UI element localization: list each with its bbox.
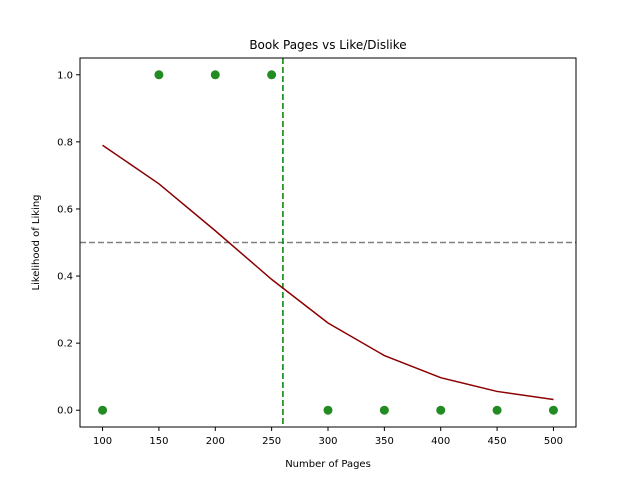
data-point xyxy=(548,405,558,415)
data-point xyxy=(436,405,446,415)
chart-title: Book Pages vs Like/Dislike xyxy=(249,38,406,52)
data-point xyxy=(267,70,277,80)
data-point xyxy=(492,405,502,415)
data-point xyxy=(154,70,164,80)
y-tick-label: 0.4 xyxy=(57,272,73,283)
y-tick-label: 0.6 xyxy=(57,204,73,215)
x-tick-label: 450 xyxy=(488,436,507,447)
x-tick-label: 200 xyxy=(206,436,225,447)
x-tick-label: 400 xyxy=(431,436,450,447)
x-tick-label: 350 xyxy=(375,436,394,447)
x-tick-label: 300 xyxy=(318,436,337,447)
y-tick-label: 0.0 xyxy=(57,406,73,417)
data-point xyxy=(379,405,389,415)
data-point xyxy=(210,70,220,80)
data-point xyxy=(98,405,108,415)
y-tick-label: 0.8 xyxy=(57,137,73,148)
y-axis-label: Likelihood of Liking xyxy=(31,194,42,290)
x-tick-label: 250 xyxy=(262,436,281,447)
probability-curve xyxy=(102,144,554,401)
x-tick-label: 100 xyxy=(93,436,112,447)
y-tick-label: 0.2 xyxy=(57,339,73,350)
x-tick-label: 500 xyxy=(544,436,563,447)
x-tick-label: 150 xyxy=(149,436,168,447)
y-tick-label: 1.0 xyxy=(57,70,73,81)
data-point xyxy=(323,405,333,415)
plot-area xyxy=(80,58,576,427)
x-axis-label: Number of Pages xyxy=(285,459,371,470)
